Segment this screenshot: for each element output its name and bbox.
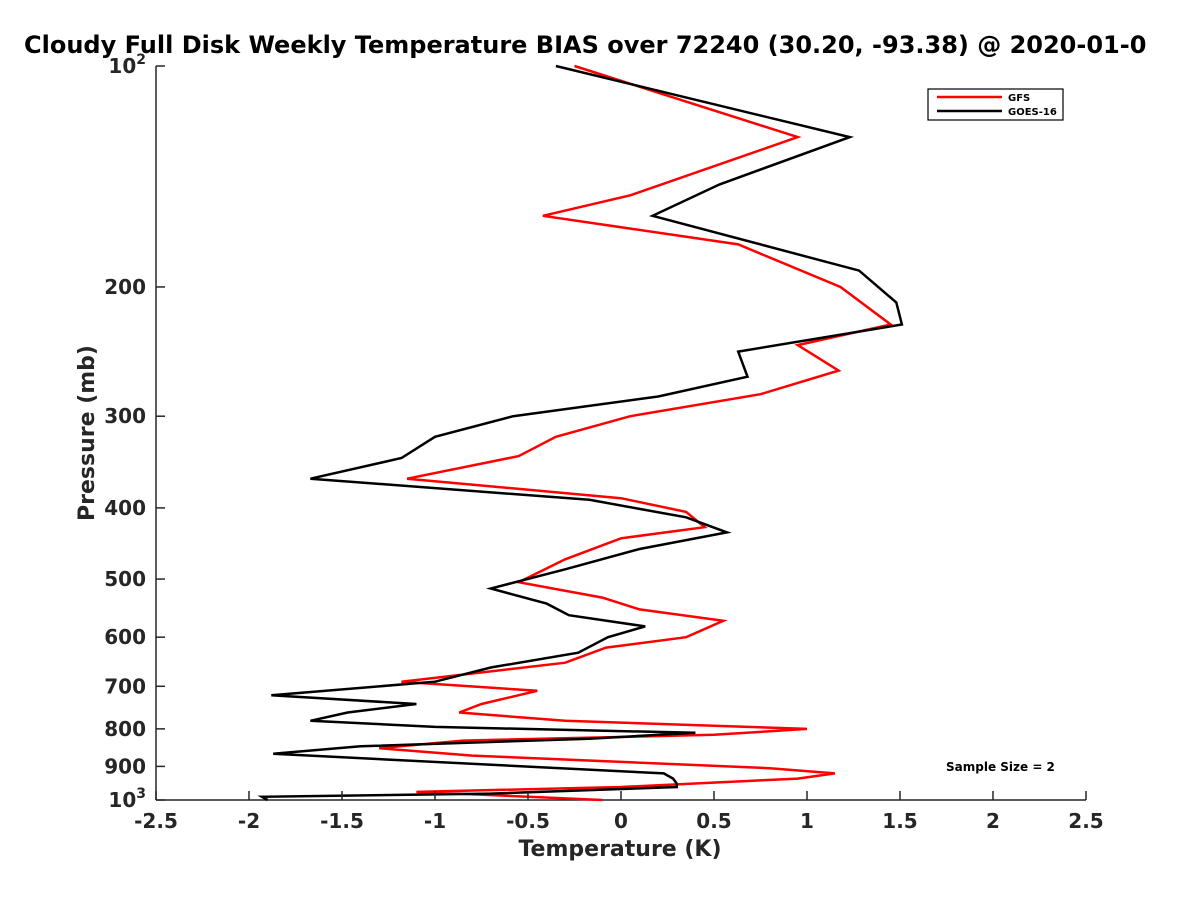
- sample-size-annotation: Sample Size = 2: [946, 760, 1055, 774]
- y-axis-label: Pressure (mb): [75, 345, 100, 521]
- chart-title: Cloudy Full Disk Weekly Temperature BIAS…: [24, 31, 1147, 59]
- x-tick-label: 2.5: [1068, 809, 1103, 833]
- y-tick-label: 500: [104, 567, 146, 591]
- series-line-gfs: [379, 64, 894, 802]
- x-tick-label: -1: [424, 809, 446, 833]
- x-axis-label: Temperature (K): [518, 837, 721, 862]
- x-tick-label: 2: [986, 809, 1000, 833]
- x-tick-label: -0.5: [506, 809, 550, 833]
- y-tick-label: 800: [104, 717, 146, 741]
- x-tick-label: -2: [238, 809, 260, 833]
- plot-area: [155, 66, 1086, 801]
- y-tick-label: 300: [104, 404, 146, 428]
- series-line-goes-16: [257, 64, 904, 802]
- y-tick-label: 102: [108, 52, 146, 78]
- legend-label: GFS: [1008, 93, 1030, 104]
- x-tick-label: 1: [800, 809, 814, 833]
- series-layer: [257, 64, 904, 802]
- x-tick-label: 0.5: [696, 809, 731, 833]
- x-axis: -2.5 -2 -1.5 -1 -0.5 0 0.5 1 1.5 2 2.5: [134, 791, 1104, 833]
- y-tick-label: 600: [104, 625, 146, 649]
- legend: GFS GOES-16: [927, 88, 1064, 121]
- x-tick-label: 0: [614, 809, 628, 833]
- y-tick-label: 400: [104, 496, 146, 520]
- y-tick-label: 200: [104, 275, 146, 299]
- legend-label: GOES-16: [1008, 107, 1057, 118]
- legend-box: [927, 88, 1064, 121]
- x-tick-label: -1.5: [320, 809, 364, 833]
- x-tick-label: 1.5: [882, 809, 917, 833]
- y-tick-label: 900: [104, 754, 146, 778]
- x-tick-label: -2.5: [134, 809, 178, 833]
- y-tick-label: 700: [104, 674, 146, 698]
